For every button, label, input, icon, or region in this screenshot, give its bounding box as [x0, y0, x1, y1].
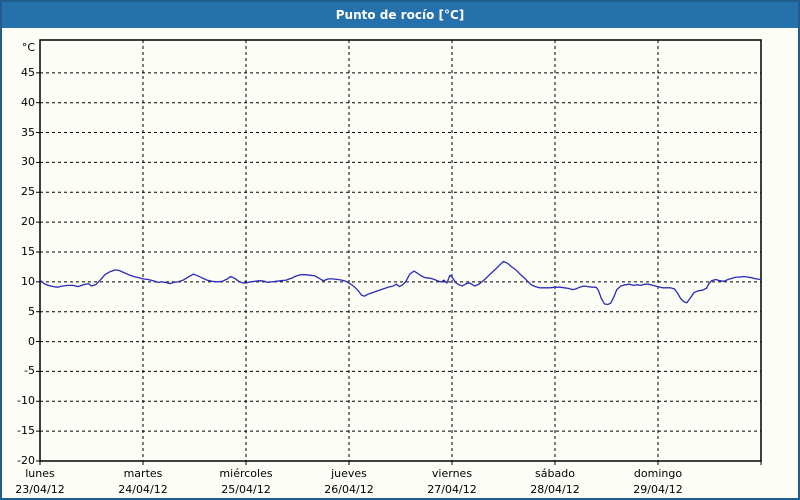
- y-tick-label: -10: [17, 394, 35, 408]
- y-tick-label: 15: [21, 244, 35, 258]
- y-tick-label: 45: [21, 65, 35, 79]
- x-day-name: lunes: [25, 467, 55, 480]
- y-axis-unit-label: °C: [21, 41, 35, 54]
- y-tick-label: 40: [21, 95, 35, 109]
- x-day-date: 23/04/12: [15, 483, 65, 496]
- x-day-date: 27/04/12: [427, 483, 477, 496]
- dew-point-series-line: [39, 260, 762, 306]
- y-tick-label: 25: [21, 185, 35, 199]
- x-day-date: 26/04/12: [324, 483, 374, 496]
- x-day-date: 29/04/12: [633, 483, 683, 496]
- y-tick-label: -15: [17, 424, 35, 438]
- chart-titlebar: Punto de rocío [°C]: [2, 2, 798, 28]
- y-tick-label: 20: [21, 215, 35, 229]
- x-day-date: 24/04/12: [118, 483, 168, 496]
- y-tick-label: -5: [24, 364, 35, 378]
- x-day-name: sábado: [535, 467, 575, 480]
- y-tick-label: 5: [28, 304, 35, 318]
- chart-title: Punto de rocío [°C]: [335, 8, 465, 22]
- x-day-date: 28/04/12: [530, 483, 580, 496]
- x-day-name: miércoles: [219, 467, 273, 480]
- x-day-name: martes: [123, 467, 163, 480]
- x-day-name: viernes: [431, 467, 473, 480]
- y-tick-label: 10: [21, 274, 35, 288]
- y-tick-label: 30: [21, 155, 35, 169]
- y-tick-label: 0: [28, 334, 35, 348]
- x-day-name: jueves: [331, 467, 367, 480]
- y-tick-label: -20: [17, 454, 35, 467]
- x-day-name: domingo: [633, 467, 683, 480]
- x-day-date: 25/04/12: [221, 483, 271, 496]
- plot-frame: [39, 39, 762, 462]
- y-tick-label: 35: [21, 125, 35, 139]
